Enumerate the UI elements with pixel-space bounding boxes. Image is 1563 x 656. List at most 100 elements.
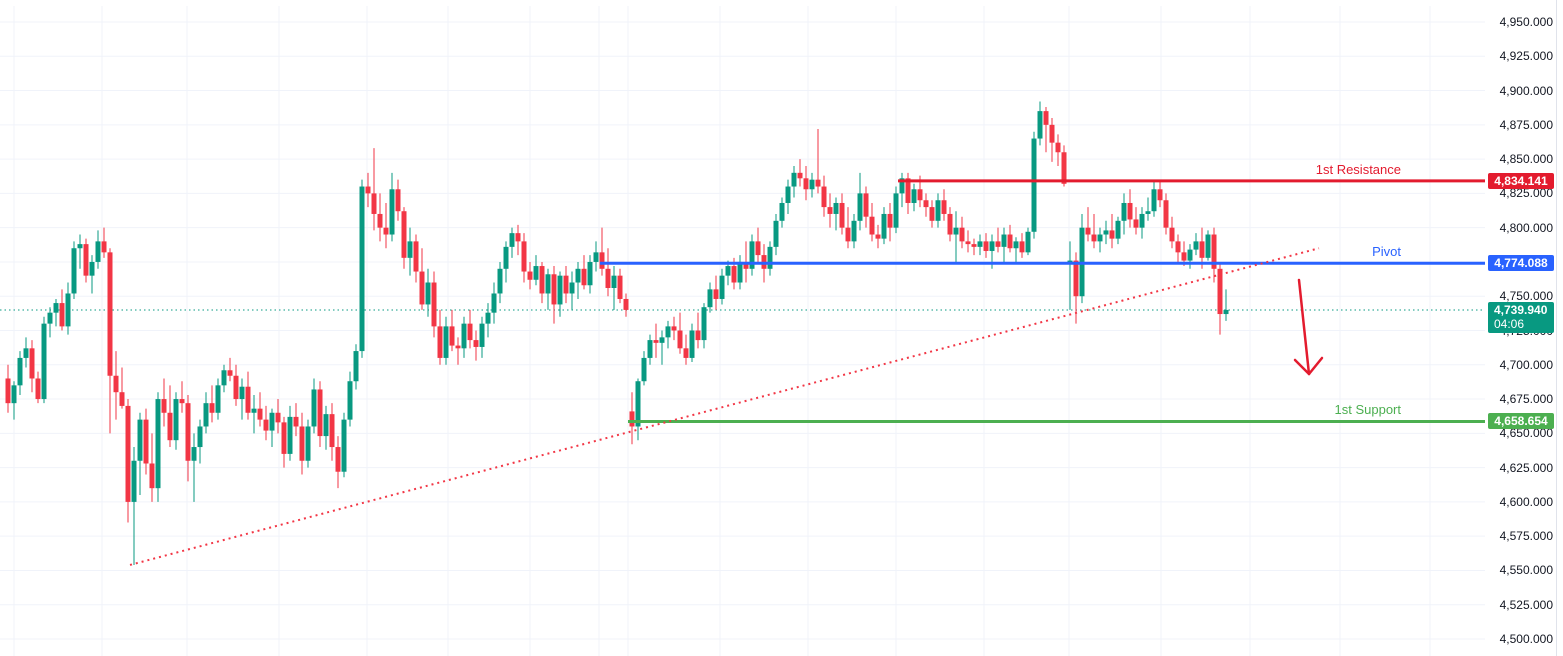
candle-body (185, 403, 191, 461)
price-tick-label: 4,525.000 (1499, 597, 1553, 612)
candle-body (239, 386, 245, 400)
candle-body (227, 370, 233, 376)
resistance-price-tag: 4,834.141 (1488, 172, 1554, 189)
candle-body (527, 271, 533, 280)
candle-body (935, 200, 941, 221)
candle-body (1181, 252, 1187, 261)
price-tick-label: 4,625.000 (1499, 460, 1553, 475)
candle-body (479, 323, 485, 347)
candle-body (209, 403, 215, 413)
candle-body (509, 233, 515, 247)
candle-body (197, 426, 203, 448)
candle-body (677, 330, 683, 349)
candle-body (365, 186, 371, 194)
candle-body (911, 189, 917, 203)
candle-body (803, 178, 809, 190)
price-tick-label: 4,750.000 (1499, 289, 1553, 304)
candle-body (443, 326, 449, 358)
price-tick-label: 4,925.000 (1499, 49, 1553, 64)
price-tick-label: 4,575.000 (1499, 529, 1553, 544)
candlestick-chart[interactable] (0, 0, 1485, 656)
candle-body (107, 252, 113, 376)
candle-body (125, 405, 131, 502)
candle-body (521, 241, 527, 272)
candle-body (923, 200, 929, 208)
support-price-tag: 4,658.654 (1488, 413, 1554, 430)
price-axis[interactable]: 4,950.000 4,925.000 4,900.000 4,875.000 4,85… (1485, 0, 1563, 656)
current-price-value: 4,739.940 (1494, 303, 1548, 317)
arrow-head-icon (1293, 356, 1324, 376)
candle-body (641, 357, 647, 382)
candle-body (1187, 249, 1193, 261)
candle-body (839, 202, 845, 228)
chart-area[interactable]: 1st Resistance Pivot 1st Support (0, 0, 1485, 656)
axis-border (1556, 0, 1557, 656)
support-label: 1st Support (1334, 402, 1402, 418)
price-tick-label: 4,700.000 (1499, 357, 1553, 372)
candle-body (1157, 189, 1163, 201)
candle-body (1043, 111, 1049, 125)
price-tick-label: 4,800.000 (1499, 220, 1553, 235)
candle-body (167, 412, 173, 441)
candle-body (983, 241, 989, 251)
candle-body (455, 345, 461, 349)
candle-body (155, 399, 161, 489)
price-tick-label: 4,650.000 (1499, 426, 1553, 441)
bar-countdown: 04:06 (1494, 317, 1525, 331)
candle-body (431, 282, 437, 327)
candle-body (695, 330, 701, 341)
candle-body (917, 189, 923, 201)
candle-body (845, 227, 851, 242)
candle-body (1037, 111, 1043, 139)
candle-body (1205, 234, 1211, 258)
candle-body (41, 323, 47, 400)
candle-body (485, 312, 491, 324)
candle-body (653, 340, 659, 343)
candle-body (347, 381, 353, 420)
candle-body (953, 227, 959, 235)
candle-body (461, 323, 467, 349)
candle-body (1115, 220, 1121, 239)
candle-body (593, 252, 599, 262)
candle-body (11, 385, 17, 404)
candle-body (599, 252, 605, 269)
candle-body (545, 274, 551, 294)
candle-body (1061, 152, 1067, 184)
candle-body (341, 419, 347, 472)
candle-body (449, 326, 455, 346)
candle-body (1001, 234, 1007, 247)
candle-body (113, 375, 119, 393)
candle-body (629, 411, 635, 427)
candle-body (1055, 142, 1061, 153)
candle-body (581, 268, 587, 286)
candle-body (1139, 213, 1145, 228)
price-tick-label: 4,600.000 (1499, 494, 1553, 509)
candle-body (647, 340, 653, 358)
candle-body (1019, 241, 1025, 253)
candle-body (875, 234, 881, 239)
candle-body (725, 266, 731, 276)
candle-body (767, 246, 773, 269)
candle-body (719, 275, 725, 299)
candle-body (533, 266, 539, 280)
candle-body (173, 399, 179, 441)
candle-body (143, 419, 149, 464)
candle-body (47, 312, 53, 324)
candle-body (707, 289, 713, 308)
candle-body (1097, 234, 1103, 242)
candle-body (1223, 309, 1229, 315)
candle-body (437, 326, 443, 358)
candle-body (827, 207, 833, 214)
candle-body (71, 248, 77, 294)
candle-body (383, 227, 389, 235)
candle-body (929, 207, 935, 221)
candle-body (5, 378, 11, 404)
candle-body (149, 463, 155, 489)
candle-body (29, 348, 35, 379)
candle-body (353, 351, 359, 382)
candle-body (281, 422, 287, 454)
candle-body (617, 275, 623, 299)
candle-body (887, 213, 893, 228)
price-tick-label: 4,950.000 (1499, 15, 1553, 29)
candle-body (1085, 227, 1091, 235)
